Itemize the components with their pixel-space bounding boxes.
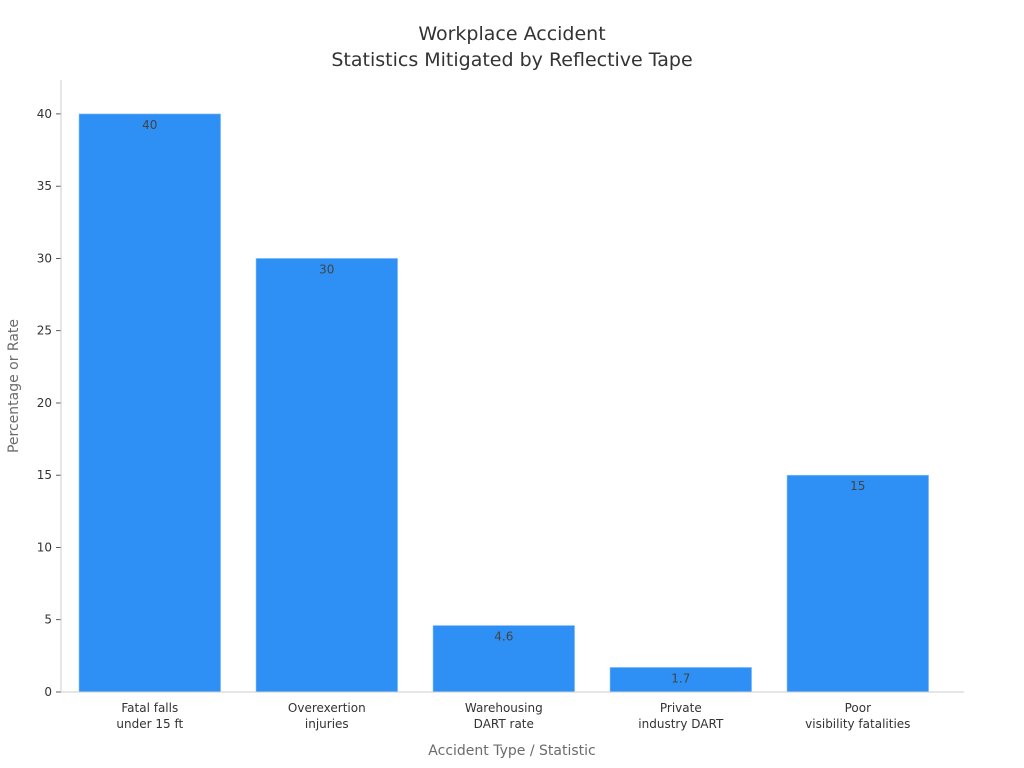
bar-4 [786, 474, 929, 693]
x-tick-label-2-1: DART rate [474, 717, 534, 731]
data-label-2: 4.6 [494, 630, 513, 644]
x-tick-label-2-0: Warehousing [465, 701, 543, 715]
y-tick-label-5: 25 [37, 324, 52, 338]
y-axis-ticks: 0 5 10 15 20 25 30 35 40 [37, 107, 61, 699]
x-tick-label-3-0: Private [660, 701, 702, 715]
y-tick-label-0: 0 [44, 685, 52, 699]
chart-title-line-1: Workplace Accident [418, 23, 605, 45]
x-tick-label-4-0: Poor [845, 701, 871, 715]
bar-0 [78, 113, 221, 693]
bar-1 [255, 258, 398, 693]
x-tick-label-1-1: injuries [305, 717, 349, 731]
x-tick-label-3-1: industry DART [638, 717, 724, 731]
data-label-4: 15 [850, 479, 865, 493]
y-tick-label-3: 15 [37, 468, 52, 482]
bar-3 [609, 667, 752, 693]
x-axis-tick-labels: Fatal falls under 15 ft Overexertion injuri… [116, 701, 910, 731]
data-label-0: 40 [142, 118, 157, 132]
y-tick-label-4: 20 [37, 396, 52, 410]
x-tick-label-4-1: visibility fatalities [805, 717, 910, 731]
y-tick-label-1: 5 [44, 613, 52, 627]
x-tick-label-0-0: Fatal falls [121, 701, 178, 715]
chart-title-line-2: Statistics Mitigated by Reflective Tape [331, 49, 692, 71]
y-tick-label-6: 30 [37, 251, 52, 265]
data-label-3: 1.7 [671, 671, 690, 685]
x-tick-label-0-1: under 15 ft [116, 717, 183, 731]
x-axis-title: Accident Type / Statistic [428, 743, 595, 759]
y-tick-label-2: 10 [37, 541, 52, 555]
bar-2 [432, 625, 575, 693]
y-tick-label-8: 40 [37, 107, 52, 121]
data-label-group: 40 30 4.6 1.7 15 [142, 118, 865, 686]
data-label-1: 30 [319, 262, 334, 276]
y-axis-title: Percentage or Rate [6, 319, 22, 453]
x-tick-label-1-0: Overexertion [288, 701, 366, 715]
bar-group [78, 113, 929, 693]
y-tick-label-7: 35 [37, 179, 52, 193]
